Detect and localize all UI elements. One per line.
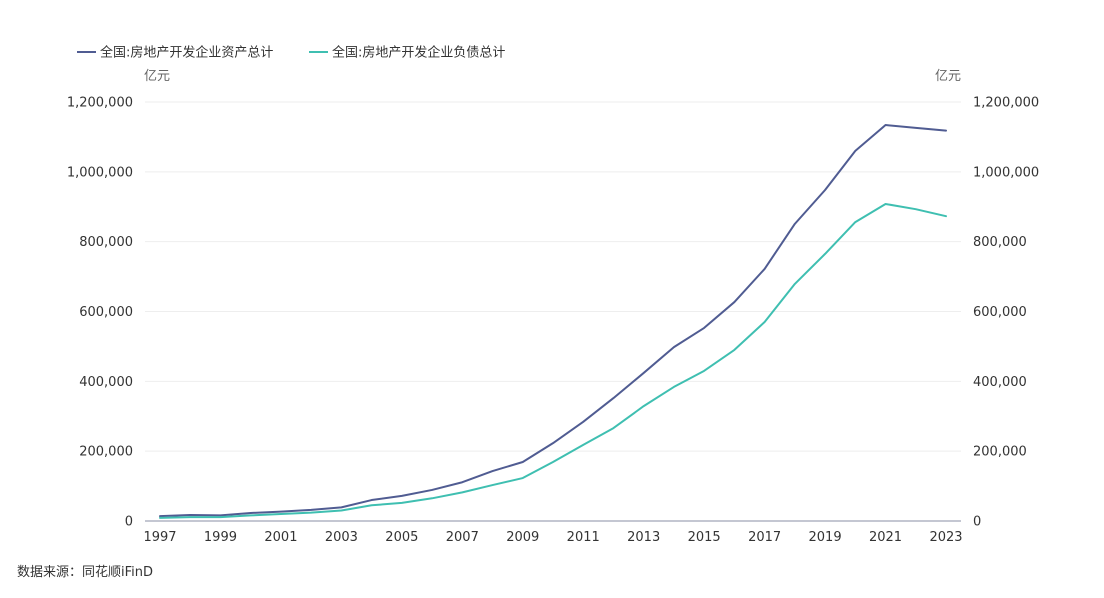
legend-item-total-assets[interactable]: 全国:房地产开发企业资产总计 [77,45,273,61]
y-tick-label-left: 600,000 [79,305,133,320]
x-tick-label: 2021 [869,530,902,545]
y-tick-label-left: 800,000 [79,235,133,250]
legend-label-total-assets: 全国:房地产开发企业资产总计 [100,45,273,61]
y-tick-label-right: 1,000,000 [973,165,1039,180]
y-tick-label-right: 600,000 [973,305,1027,320]
y-tick-label-right: 0 [973,515,981,530]
x-tick-label: 2015 [688,530,721,545]
x-axis: 1997 1999 2001 2003 2005 2007 2009 2011 2013 2015… [143,530,962,545]
y-tick-label-left: 1,200,000 [67,96,133,111]
y-tick-label-left: 400,000 [79,375,133,390]
y-axis-unit-right: 亿元 [935,69,961,84]
legend-label-total-liabilities: 全国:房地产开发企业负债总计 [332,45,505,61]
y-tick-label-left: 200,000 [79,445,133,460]
x-tick-label: 2003 [325,530,358,545]
y-axis-right: 0 200,000 400,000 600,000 800,000 1,000,000 1,… [973,96,1039,530]
x-tick-label: 2007 [446,530,479,545]
series-line-total-assets [159,124,947,518]
x-tick-label: 2001 [264,530,297,545]
x-tick-label: 2005 [385,530,418,545]
series-line-total-liabilities [159,202,947,519]
y-axis-unit-left: 亿元 [144,69,170,84]
x-tick-label: 2019 [809,530,842,545]
x-tick-label: 2013 [627,530,660,545]
y-axis-left: 0 200,000 400,000 600,000 800,000 1,000,000 1,… [67,96,133,530]
x-tick-label: 1999 [204,530,237,545]
gridlines [145,101,961,452]
data-source-note: 数据来源：同花顺iFinD [17,564,153,580]
x-tick-label: 2023 [929,530,962,545]
legend: 全国:房地产开发企业资产总计 全国:房地产开发企业负债总计 [77,45,505,61]
x-tick-label: 2009 [506,530,539,545]
x-tick-label: 1997 [143,530,176,545]
x-tick-label: 2017 [748,530,781,545]
series-group [159,124,947,519]
y-tick-label-right: 200,000 [973,445,1027,460]
legend-item-total-liabilities[interactable]: 全国:房地产开发企业负债总计 [309,45,505,61]
y-tick-label-left: 0 [125,515,133,530]
x-tick-label: 2011 [567,530,600,545]
y-tick-label-right: 400,000 [973,375,1027,390]
y-tick-label-left: 1,000,000 [67,165,133,180]
y-tick-label-right: 800,000 [973,235,1027,250]
y-tick-label-right: 1,200,000 [973,96,1039,111]
